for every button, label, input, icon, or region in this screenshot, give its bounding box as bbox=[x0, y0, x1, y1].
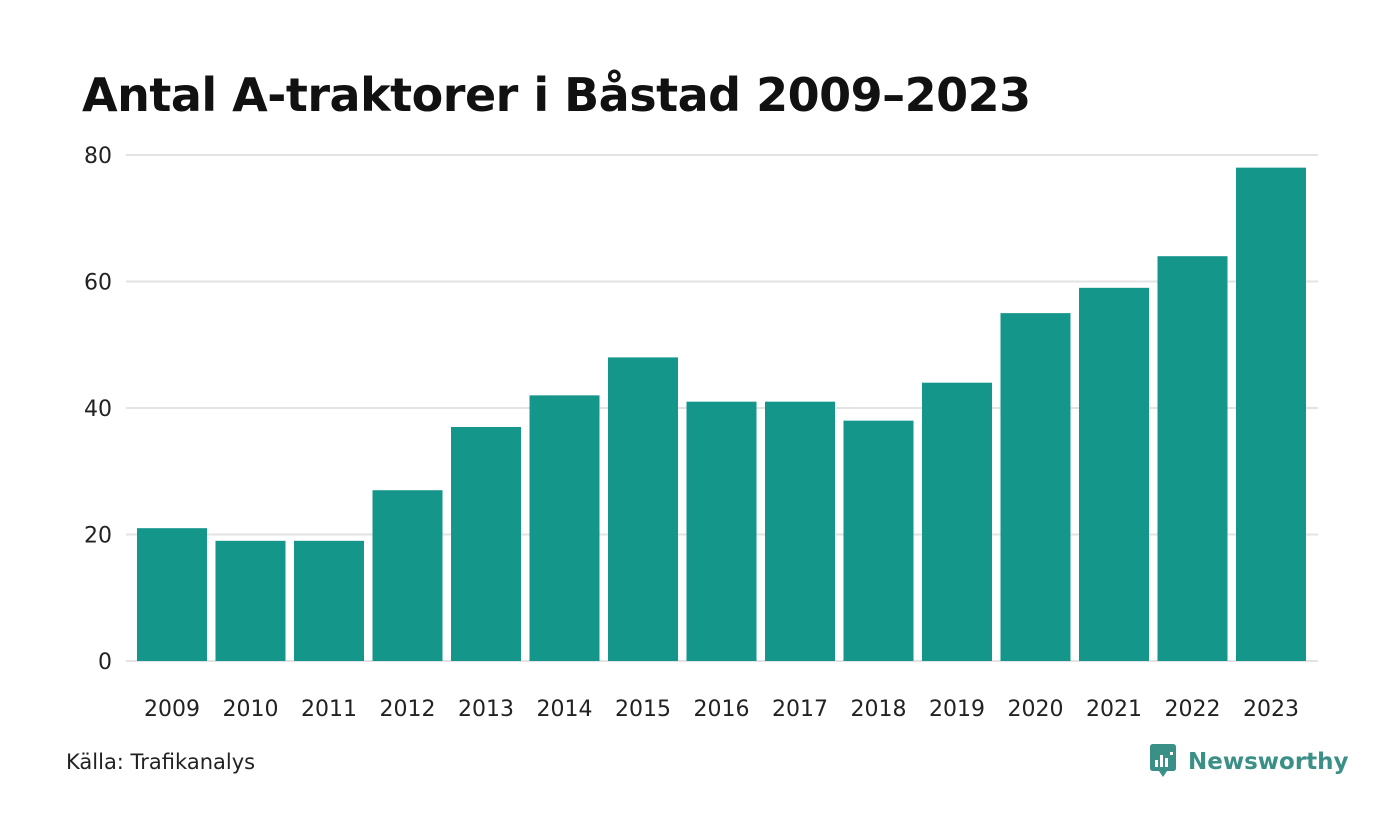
x-tick-label: 2012 bbox=[380, 697, 436, 722]
x-tick-label: 2021 bbox=[1086, 697, 1142, 722]
bar-2015 bbox=[608, 357, 678, 661]
x-tick-label: 2022 bbox=[1165, 697, 1221, 722]
bar-2019 bbox=[922, 382, 992, 661]
newsworthy-logo-icon bbox=[1150, 744, 1176, 777]
x-tick-label: 2018 bbox=[851, 697, 907, 722]
bar-2022 bbox=[1157, 256, 1228, 661]
x-tick-label: 2015 bbox=[615, 697, 671, 722]
source-note: Källa: Trafikanalys bbox=[66, 750, 256, 774]
x-tick-label: 2023 bbox=[1243, 697, 1299, 722]
y-axis-ticks: 0 20 40 60 80 bbox=[84, 144, 112, 675]
bar-2012 bbox=[372, 490, 443, 661]
x-tick-label: 2017 bbox=[772, 697, 828, 722]
x-tick-label: 2020 bbox=[1008, 697, 1064, 722]
x-tick-label: 2009 bbox=[144, 697, 200, 722]
bars bbox=[137, 167, 1306, 661]
x-tick-label: 2014 bbox=[537, 697, 593, 722]
bar-2016 bbox=[686, 401, 757, 661]
x-tick-label: 2010 bbox=[223, 697, 279, 722]
bar-2010 bbox=[215, 540, 286, 661]
bar-2011 bbox=[294, 540, 364, 661]
x-tick-label: 2016 bbox=[694, 697, 750, 722]
bar-2017 bbox=[765, 401, 835, 661]
x-tick-label: 2011 bbox=[301, 697, 357, 722]
bar-2023 bbox=[1236, 167, 1306, 661]
y-tick-label: 0 bbox=[98, 650, 112, 675]
bar-2009 bbox=[137, 528, 207, 661]
y-tick-label: 40 bbox=[84, 397, 112, 422]
bar-2014 bbox=[529, 395, 600, 661]
y-tick-label: 20 bbox=[84, 524, 112, 549]
y-tick-label: 60 bbox=[84, 271, 112, 296]
chart-title: Antal A-traktorer i Båstad 2009–2023 bbox=[82, 68, 1031, 122]
x-axis-ticks: 2009 2010 2011 2012 2013 2014 2015 2016 2017 2018… bbox=[144, 697, 1299, 722]
bar-2018 bbox=[843, 420, 914, 661]
x-tick-label: 2019 bbox=[929, 697, 985, 722]
x-tick-label: 2013 bbox=[458, 697, 514, 722]
brand: Newsworthy bbox=[1148, 744, 1349, 780]
y-tick-label: 80 bbox=[84, 144, 112, 169]
brand-name: Newsworthy bbox=[1188, 749, 1349, 775]
bar-2013 bbox=[451, 426, 521, 661]
bar-2020 bbox=[1000, 313, 1071, 661]
bar-2021 bbox=[1079, 287, 1149, 661]
